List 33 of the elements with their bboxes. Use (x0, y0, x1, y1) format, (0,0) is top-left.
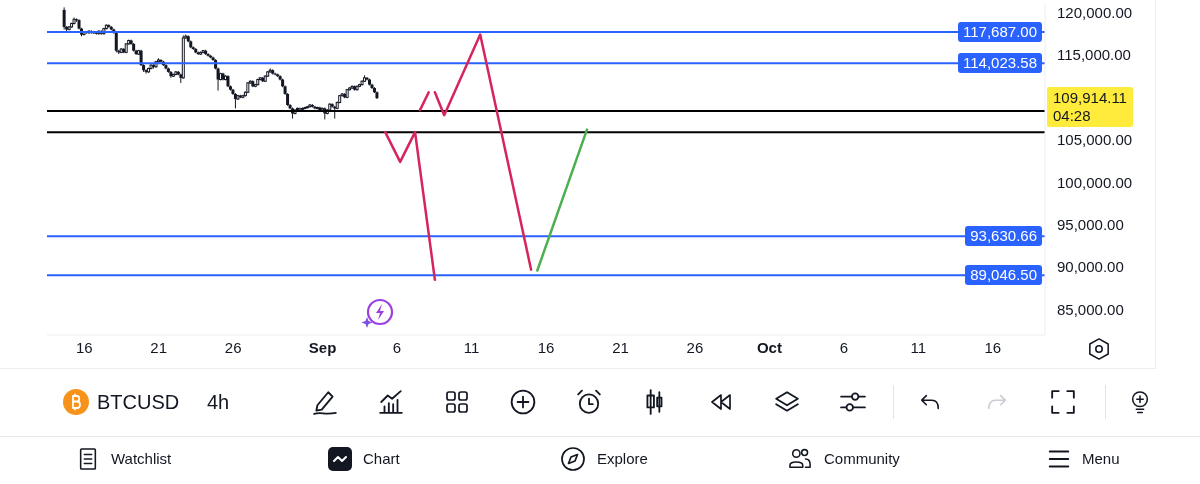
x-tick-label: 16 (984, 339, 1002, 356)
text: Menu (1082, 450, 1120, 468)
text: Explore (597, 450, 648, 468)
y-tick-label: 90,000.00 (1057, 258, 1124, 276)
x-tick-label: 26 (224, 339, 242, 356)
text: Community (824, 450, 900, 468)
x-tick-label: 26 (686, 339, 704, 356)
text: BTCUSD (97, 390, 180, 414)
x-tick-label: 16 (537, 339, 555, 356)
x-tick-label: 21 (150, 339, 168, 356)
x-tick-label: 16 (75, 339, 93, 356)
x-tick-label: 6 (392, 339, 402, 356)
x-tick-label: 21 (612, 339, 629, 356)
y-tick-label: 120,000.00 (1057, 3, 1133, 21)
x-tick-label: 6 (839, 339, 849, 356)
y-tick-label: 115,000.00 (1057, 46, 1131, 64)
y-tick-label: 85,000.00 (1057, 300, 1124, 318)
ref-line-label: 89,046.50 (965, 265, 1042, 286)
text: 04:28 (1053, 107, 1092, 126)
ref-line-label: 117,687.00 (958, 22, 1042, 43)
x-tick-label: Sep (308, 339, 337, 356)
y-tick-label: 105,000.00 (1057, 131, 1133, 149)
ref-line-label: 114,023.58 (958, 53, 1042, 74)
x-tick-label: Oct (756, 339, 782, 356)
y-tick-label: 100,000.00 (1057, 173, 1133, 191)
y-tick-label: 95,000.00 (1057, 215, 1124, 233)
text: 4h (207, 390, 230, 414)
text: 109,914.11 (1053, 89, 1127, 108)
x-tick-label: 11 (910, 339, 927, 356)
x-tick-label: 11 (463, 339, 480, 356)
text: Watchlist (111, 450, 172, 468)
text: Chart (363, 450, 400, 468)
ref-line-label: 93,630.66 (965, 226, 1042, 247)
